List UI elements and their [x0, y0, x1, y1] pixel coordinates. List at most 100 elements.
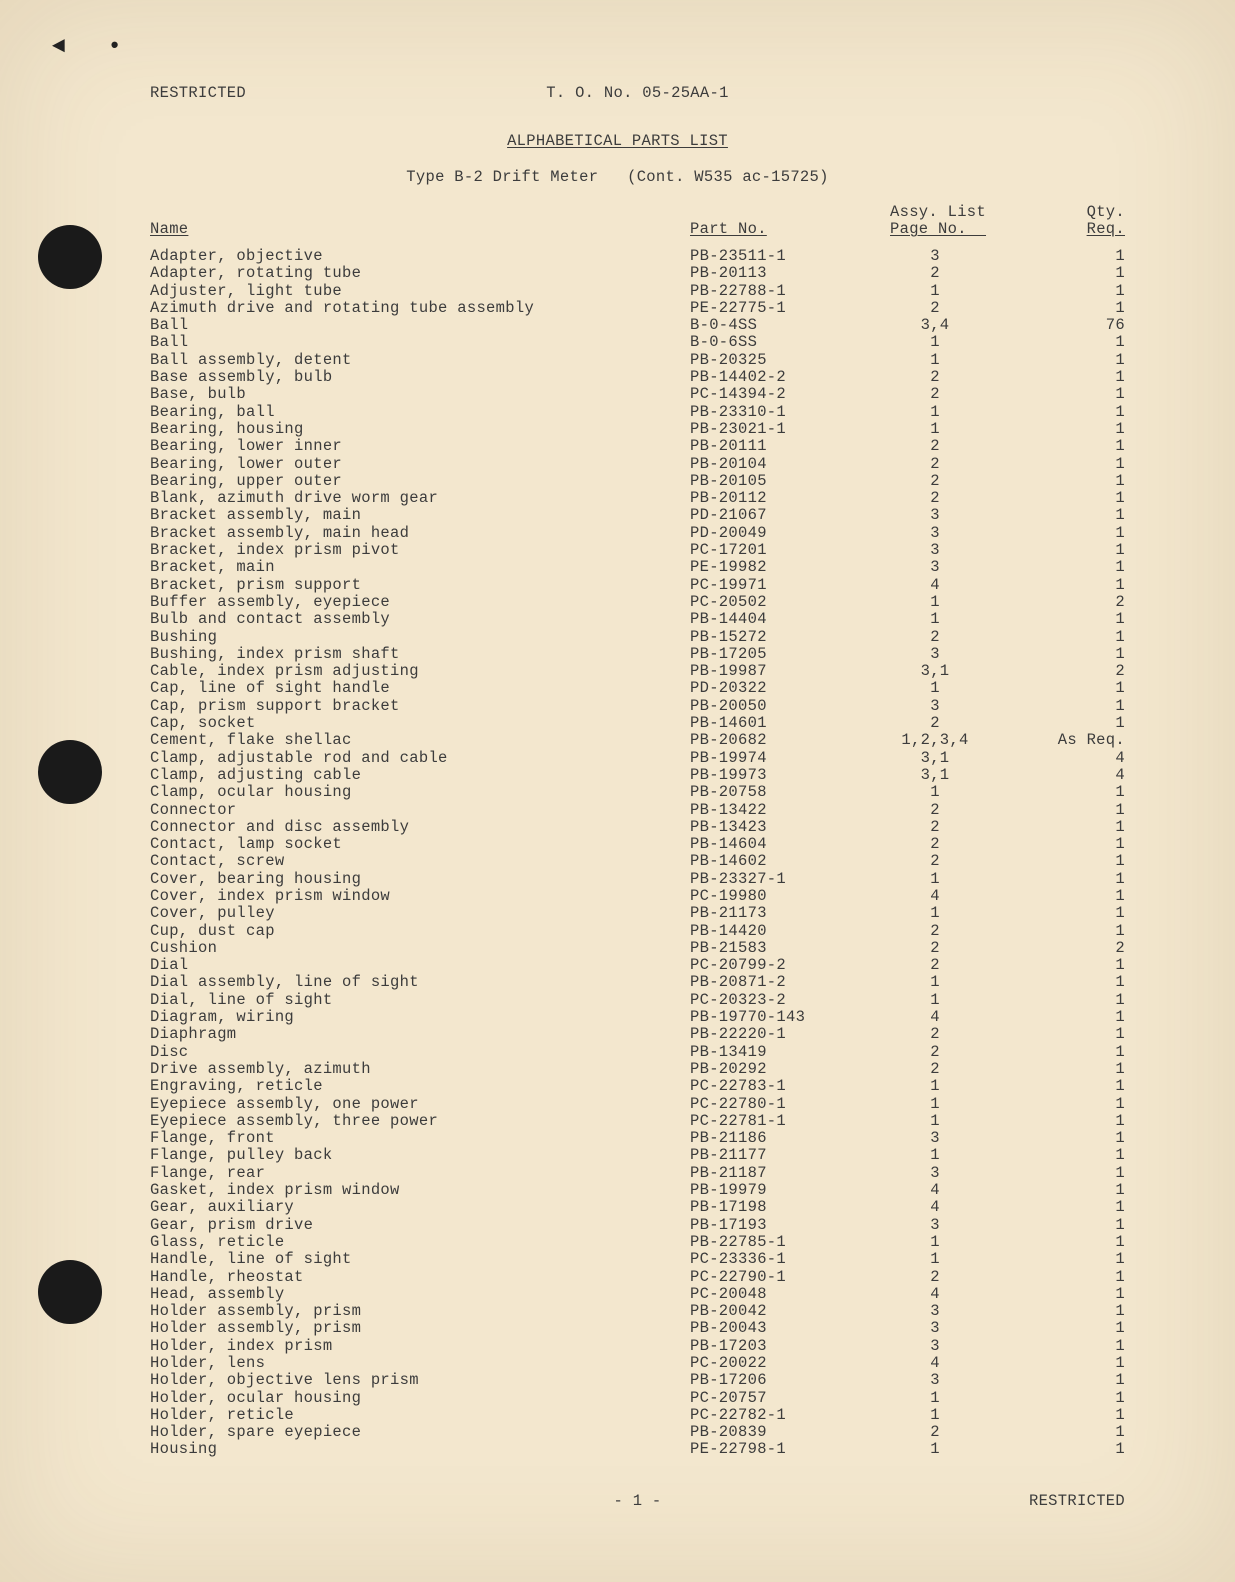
cell-assy: 2: [890, 438, 980, 455]
cell-name: Housing: [150, 1441, 217, 1458]
cell-name: Cement, flake shellac: [150, 732, 352, 749]
cell-assy: 3: [890, 1303, 980, 1320]
col-assy-1: Assy. List: [890, 203, 986, 221]
punch-hole-bottom: [38, 1260, 102, 1324]
table-row: Bulb and contact assemblyPB-1440411: [150, 611, 1125, 628]
table-row: Handle, rheostatPC-22790-121: [150, 1269, 1125, 1286]
cell-qty: 1: [1035, 1182, 1125, 1199]
table-row: BallB-0-6SS11: [150, 334, 1125, 351]
cell-assy: 2: [890, 386, 980, 403]
cell-name: Blank, azimuth drive worm gear: [150, 490, 438, 507]
table-row: Bearing, lower outerPB-2010421: [150, 456, 1125, 473]
cell-assy: 2: [890, 819, 980, 836]
cell-assy: 2: [890, 300, 980, 317]
cell-qty: 1: [1035, 1338, 1125, 1355]
cell-qty: 1: [1035, 923, 1125, 940]
cell-assy: 1: [890, 283, 980, 300]
cell-assy: 2: [890, 957, 980, 974]
cell-name: Connector: [150, 802, 236, 819]
cell-name: Holder, index prism: [150, 1338, 332, 1355]
cell-assy: 2: [890, 490, 980, 507]
table-row: Buffer assembly, eyepiecePC-2050212: [150, 594, 1125, 611]
cell-name: Bracket, index prism pivot: [150, 542, 400, 559]
table-row: Flange, frontPB-2118631: [150, 1130, 1125, 1147]
table-row: Diagram, wiringPB-19770-14341: [150, 1009, 1125, 1026]
cell-assy: 1: [890, 1096, 980, 1113]
table-row: Cap, line of sight handlePD-2032211: [150, 680, 1125, 697]
table-row: DialPC-20799-221: [150, 957, 1125, 974]
cell-part: PB-21583: [690, 940, 767, 957]
cell-part: PD-21067: [690, 507, 767, 524]
cell-qty: 1: [1035, 248, 1125, 265]
cell-name: Bearing, upper outer: [150, 473, 342, 490]
cell-qty: 1: [1035, 1286, 1125, 1303]
cell-name: Bracket assembly, main head: [150, 525, 409, 542]
col-part: Part No.: [690, 220, 767, 238]
restricted-footer: RESTRICTED: [1029, 1492, 1125, 1510]
document-number: T. O. No. 05-25AA-1: [546, 84, 728, 102]
cell-name: Bracket, main: [150, 559, 275, 576]
cell-name: Gear, auxiliary: [150, 1199, 294, 1216]
page-subtitle: Type B-2 Drift Meter (Cont. W535 ac-1572…: [406, 168, 828, 186]
cell-qty: 1: [1035, 819, 1125, 836]
cell-assy: 2: [890, 629, 980, 646]
cell-part: PB-20112: [690, 490, 767, 507]
cell-part: PC-22781-1: [690, 1113, 786, 1130]
cell-name: Adjuster, light tube: [150, 283, 342, 300]
cell-assy: 2: [890, 456, 980, 473]
table-row: Glass, reticlePB-22785-111: [150, 1234, 1125, 1251]
table-row: Clamp, adjusting cablePB-199733,14: [150, 767, 1125, 784]
table-row: Base assembly, bulbPB-14402-221: [150, 369, 1125, 386]
binder-mark-1: ◄: [52, 34, 66, 59]
cell-assy: 4: [890, 1286, 980, 1303]
cell-name: Contact, lamp socket: [150, 836, 342, 853]
cell-name: Adapter, objective: [150, 248, 323, 265]
cell-qty: 1: [1035, 1165, 1125, 1182]
cell-part: PB-22220-1: [690, 1026, 786, 1043]
cell-part: PB-13422: [690, 802, 767, 819]
cell-qty: 1: [1035, 1199, 1125, 1216]
cell-name: Buffer assembly, eyepiece: [150, 594, 390, 611]
cell-qty: 1: [1035, 992, 1125, 1009]
cell-assy: 1: [890, 334, 980, 351]
cell-qty: 4: [1035, 750, 1125, 767]
cell-qty: 1: [1035, 542, 1125, 559]
table-row: Bracket, index prism pivotPC-1720131: [150, 542, 1125, 559]
cell-qty: 1: [1035, 1061, 1125, 1078]
cell-name: Holder assembly, prism: [150, 1303, 361, 1320]
cell-part: B-0-6SS: [690, 334, 757, 351]
cell-name: Cap, prism support bracket: [150, 698, 400, 715]
cell-qty: 1: [1035, 1026, 1125, 1043]
cell-part: PB-20104: [690, 456, 767, 473]
table-row: Drive assembly, azimuthPB-2029221: [150, 1061, 1125, 1078]
cell-part: PB-21187: [690, 1165, 767, 1182]
cell-name: Clamp, ocular housing: [150, 784, 352, 801]
cell-qty: 1: [1035, 1130, 1125, 1147]
table-row: Adapter, rotating tubePB-2011321: [150, 265, 1125, 282]
binder-mark-2: •: [108, 34, 122, 59]
cell-assy: 1,2,3,4: [890, 732, 980, 749]
cell-qty: 1: [1035, 836, 1125, 853]
cell-assy: 1: [890, 871, 980, 888]
cell-qty: 1: [1035, 1355, 1125, 1372]
cell-qty: 1: [1035, 1078, 1125, 1095]
cell-assy: 3: [890, 1320, 980, 1337]
cell-qty: 1: [1035, 1269, 1125, 1286]
cell-qty: 1: [1035, 507, 1125, 524]
cell-part: PB-20113: [690, 265, 767, 282]
cell-part: PB-21186: [690, 1130, 767, 1147]
table-row: Clamp, adjustable rod and cablePB-199743…: [150, 750, 1125, 767]
cell-qty: 1: [1035, 559, 1125, 576]
cell-qty: 1: [1035, 853, 1125, 870]
cell-name: Adapter, rotating tube: [150, 265, 361, 282]
cell-assy: 3,1: [890, 663, 980, 680]
cell-assy: 2: [890, 1044, 980, 1061]
cell-name: Azimuth drive and rotating tube assembly: [150, 300, 534, 317]
cell-name: Connector and disc assembly: [150, 819, 409, 836]
cell-part: PB-20292: [690, 1061, 767, 1078]
cell-qty: 1: [1035, 611, 1125, 628]
cell-name: Bearing, housing: [150, 421, 304, 438]
cell-part: PC-19980: [690, 888, 767, 905]
cell-assy: 2: [890, 473, 980, 490]
cell-name: Cup, dust cap: [150, 923, 275, 940]
